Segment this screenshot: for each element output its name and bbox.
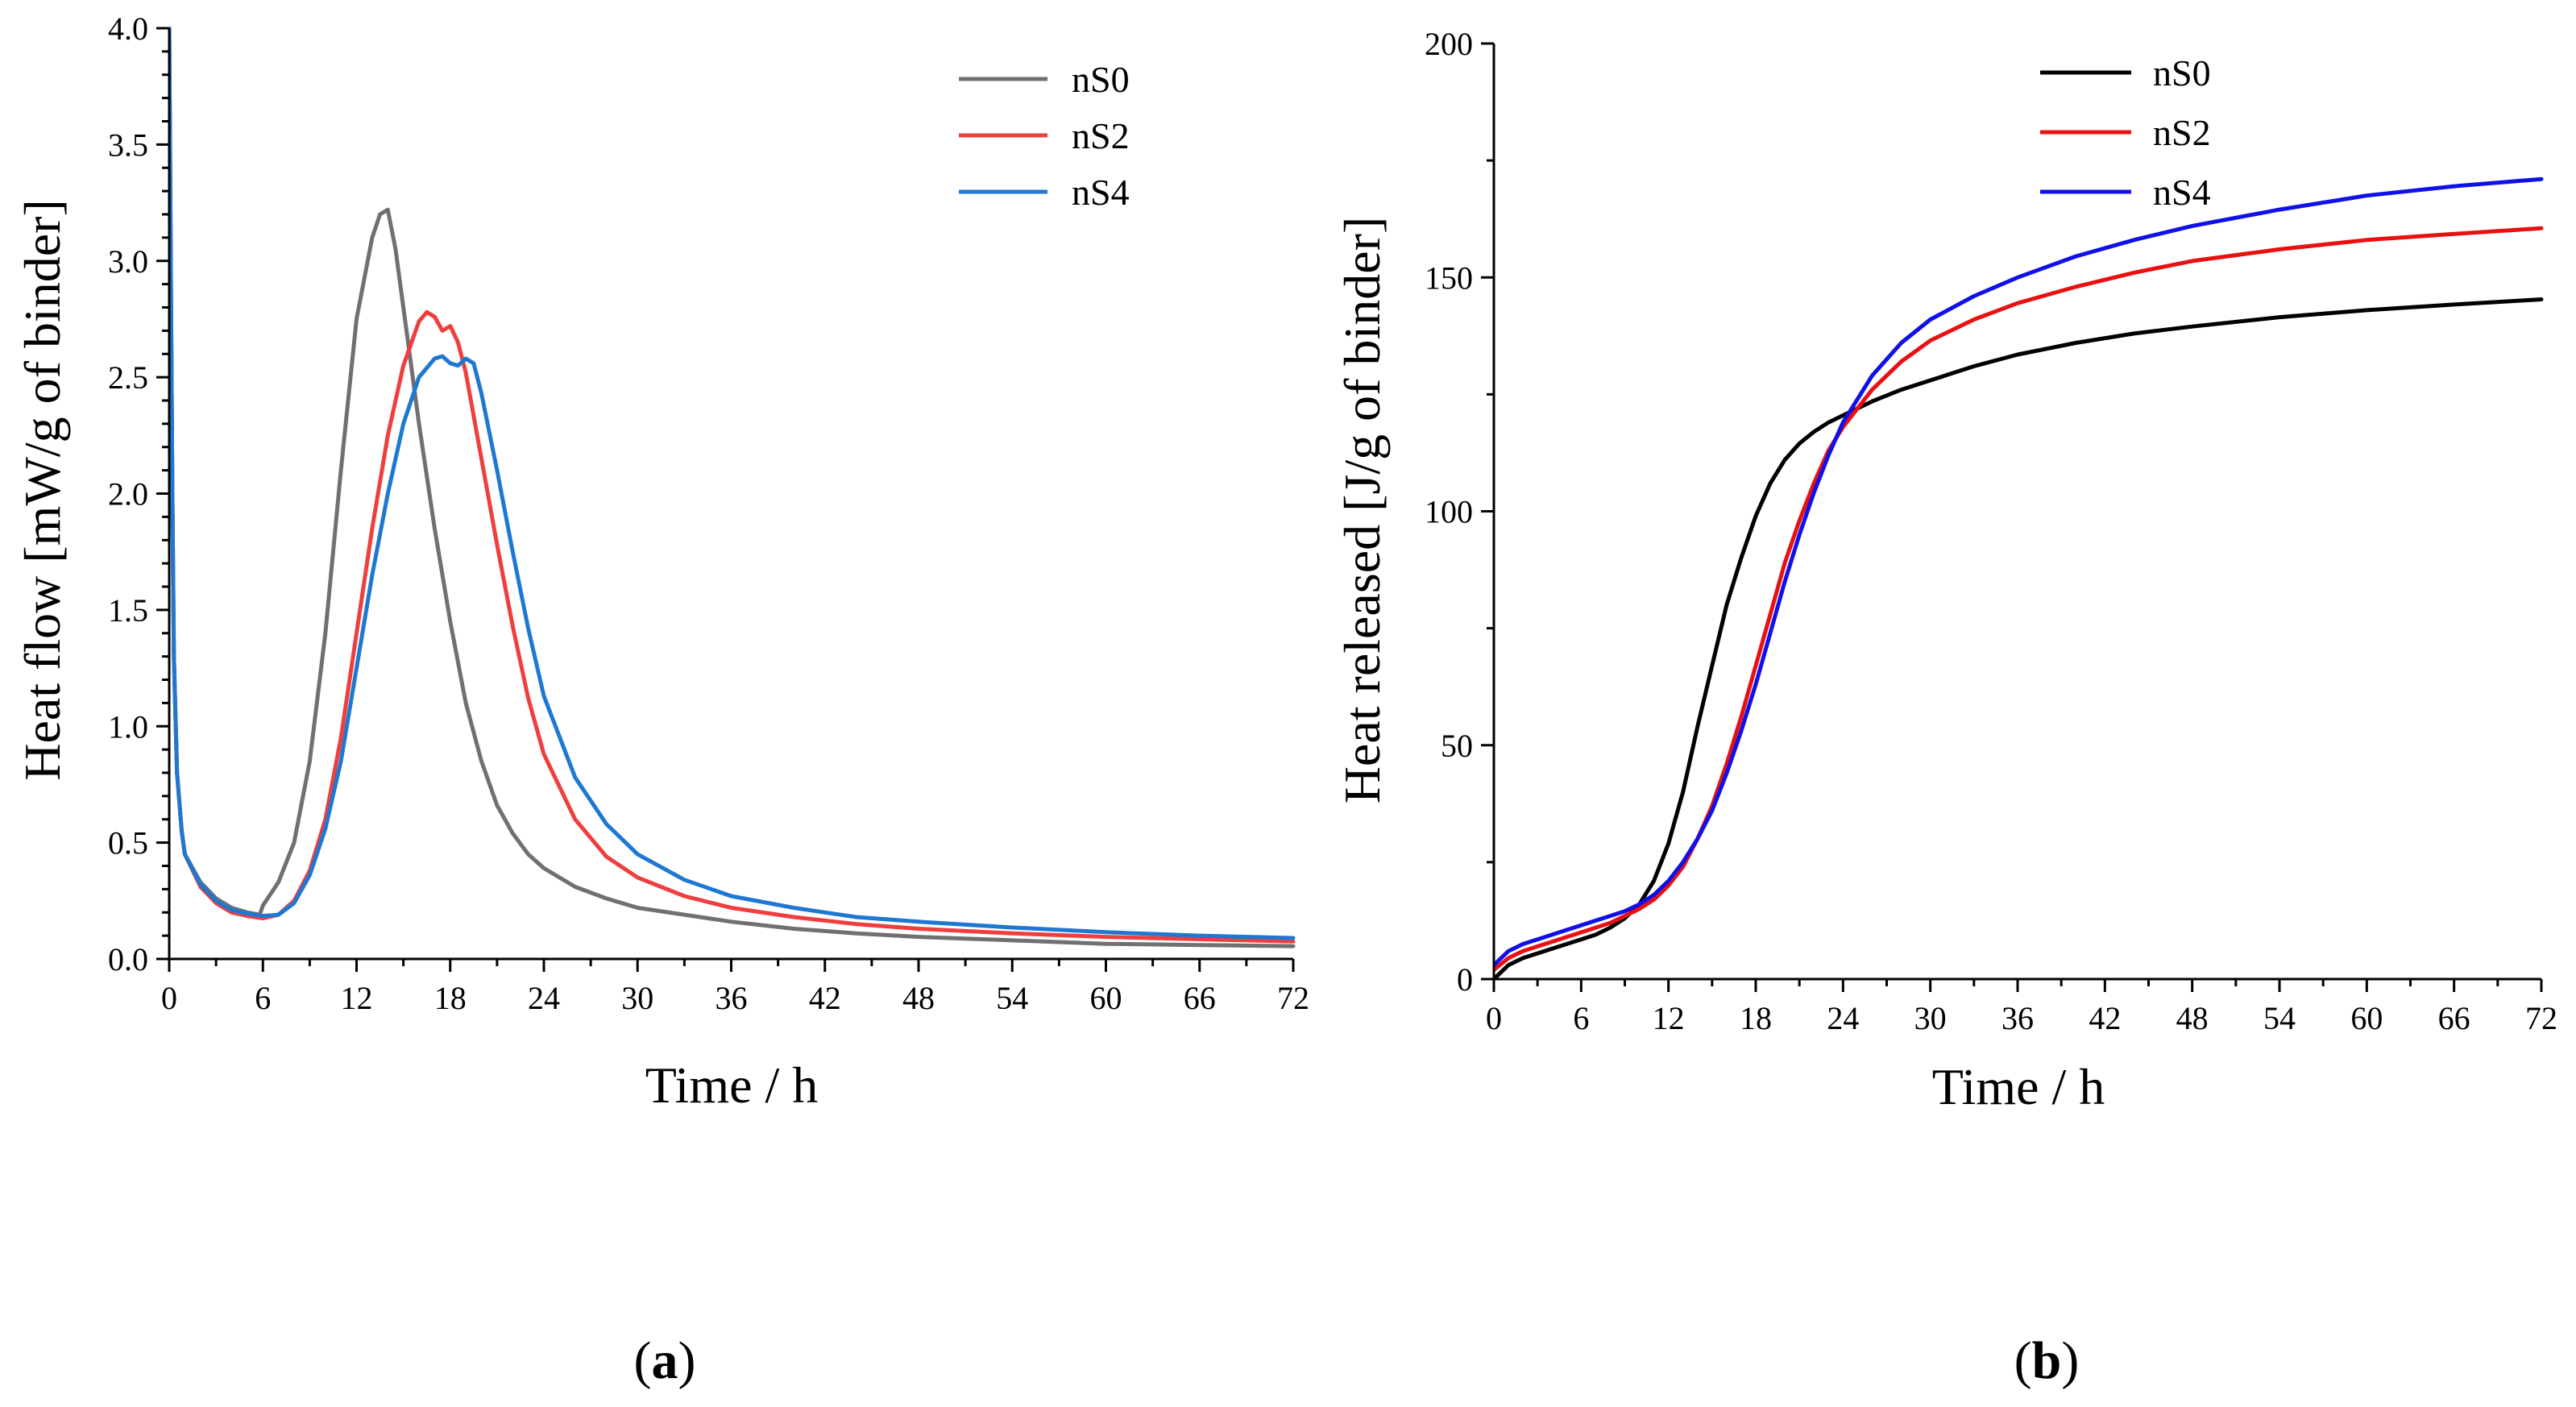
panel-b-series-ns0 [1494,297,2544,979]
panel-a-chart: 0 6 12 18 24 30 36 42 48 54 60 66 72 0.0 0.5 1.0 1.5 2.0 2… [14,10,1309,1390]
panel-b-x-tick-label: 48 [2176,1000,2209,1036]
panel-a-y-tick-label: 2.5 [108,359,148,396]
panel-a-x-tick-label: 60 [1090,980,1122,1016]
panel-b-y-tick-label: 0 [1457,961,1473,998]
panel-b-x-tick-label: 6 [1573,1000,1589,1036]
panel-b-label: (b) [2014,1331,2080,1390]
panel-a-x-tick-label: 0 [161,980,177,1016]
panel-b-y-axis-label: Heat released [J/g of binder] [1334,217,1391,804]
panel-b-x-tick-label: 30 [1914,1000,1947,1036]
panel-b-x-axis-label: Time / h [1932,1058,2105,1115]
panel-b-series-layer [1494,176,2544,979]
panel-b-legend-label-ns0: nS0 [2153,52,2211,93]
panel-b-letter: b [2032,1331,2062,1390]
panel-b-x-tick-label: 42 [2089,1000,2121,1036]
panel-a-x-tick-label: 48 [902,980,935,1016]
panel-b-chart: 0 6 12 18 24 30 36 42 48 54 60 66 72 0 50 100 150 200 Tim… [1334,26,2557,1390]
panel-b-legend-label-ns4: nS4 [2153,172,2211,213]
panel-b-legend: nS0 nS2 nS4 [2040,52,2211,213]
panel-a-ticks: 0 6 12 18 24 30 36 42 48 54 60 66 72 0.0 0.5 1.0 1.5 2.0 2… [108,10,1309,1016]
panel-b-axes [1492,44,2541,981]
panel-b-x-tick-label: 0 [1486,1000,1502,1036]
panel-a-x-tick-label: 6 [255,980,271,1016]
panel-b-x-tick-label: 66 [2438,1000,2470,1036]
panel-a-legend-label-ns2: nS2 [1072,115,1130,156]
panel-a-x-tick-label: 30 [621,980,653,1016]
panel-b-series-group [1494,176,2544,979]
panel-a-x-tick-label: 36 [716,980,748,1016]
panel-a-legend: nS0 nS2 nS4 [959,59,1130,213]
panel-a-x-tick-label: 12 [341,980,373,1016]
panel-a-y-tick-label: 3.5 [108,127,148,163]
panel-a-y-tick-label: 1.5 [108,592,148,629]
panel-b-y-tick-label: 100 [1425,494,1473,530]
panel-a-letter: a [652,1331,678,1390]
panel-b-y-tick-label: 150 [1425,259,1473,296]
panel-b-series-ns4 [1494,176,2544,968]
panel-b-x-tick-label: 18 [1740,1000,1772,1036]
panel-a-y-tick-label: 0.0 [108,941,148,977]
panel-a-y-tick-label: 3.0 [108,243,148,280]
panel-a-legend-label-ns0: nS0 [1072,59,1130,100]
panel-a-x-tick-label: 54 [996,980,1028,1016]
panel-b-series-ns2 [1494,226,2544,972]
panel-a-x-tick-label: 72 [1277,980,1309,1016]
panel-a-y-tick-label: 4.0 [108,10,148,47]
panel-a-y-tick-label: 2.0 [108,476,148,513]
panel-b-legend-label-ns2: nS2 [2153,112,2211,153]
panel-a-series-ns0 [169,27,1296,948]
panel-a-y-tick-label: 0.5 [108,825,148,861]
panel-b-y-tick-label: 50 [1441,728,1473,764]
panel-b-x-tick-label: 24 [1827,1000,1859,1036]
panel-a-label: (a) [634,1331,696,1390]
panel-a-y-axis-label: Heat flow [mW/g of binder] [14,199,71,781]
panel-a-series-layer [169,27,1296,948]
panel-a-y-tick-label: 1.0 [108,708,148,745]
panel-b-x-tick-label: 12 [1653,1000,1685,1036]
panel-a-series-group [169,27,1296,948]
panel-b-x-tick-label: 54 [2263,1000,2296,1036]
panel-b-x-tick-label: 60 [2350,1000,2383,1036]
panel-a-series-ns4 [169,27,1296,940]
panel-a-x-tick-label: 42 [809,980,841,1016]
panel-a-legend-label-ns4: nS4 [1072,172,1130,213]
panel-b-y-tick-label: 200 [1425,26,1473,62]
panel-a-x-tick-label: 24 [528,980,560,1016]
panel-a-x-tick-label: 18 [434,980,467,1016]
panel-a-x-axis-label: Time / h [645,1056,819,1114]
panel-b-x-tick-label: 72 [2525,1000,2557,1036]
panel-a-x-tick-label: 66 [1184,980,1216,1016]
panel-b-x-tick-label: 36 [2001,1000,2034,1036]
panel-b-ticks: 0 6 12 18 24 30 36 42 48 54 60 66 72 0 50 100 150 200 [1425,26,2557,1036]
